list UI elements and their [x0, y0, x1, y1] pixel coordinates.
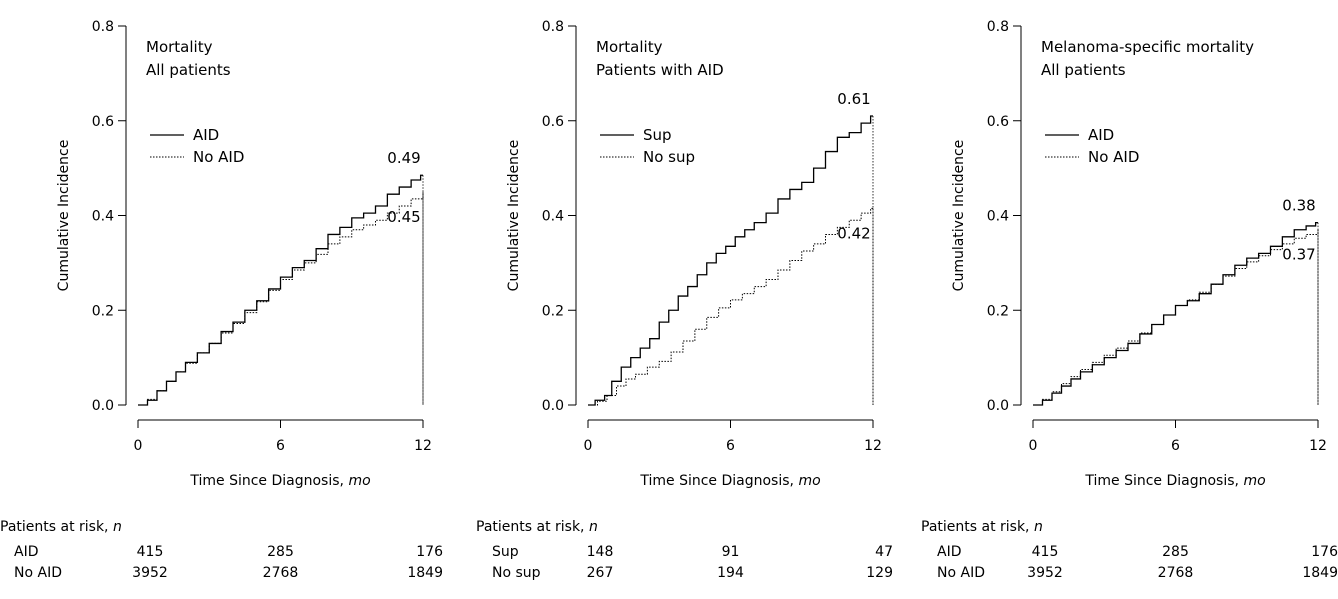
panel-title-line: All patients: [1041, 61, 1126, 79]
x-axis-label: Time Since Diagnosis, mo: [1084, 473, 1265, 489]
risk-table: Patients at risk, n Sup 148 91 47 No sup 267 19…: [476, 519, 893, 581]
risk-row-label: No sup: [492, 565, 541, 581]
risk-row-label: No AID: [937, 565, 985, 581]
y-tick-label: 0.8: [92, 19, 114, 35]
panel-title-line: Mortality: [596, 38, 663, 56]
y-axis-label: Cumulative Incidence: [951, 140, 967, 292]
end-value-label: 0.37: [1282, 246, 1315, 264]
y-tick-label: 0.0: [542, 398, 564, 414]
x-tick-label: 0: [1029, 438, 1038, 454]
risk-value: 285: [1162, 544, 1189, 560]
series-line-2: [1033, 229, 1319, 406]
y-axis-label: Cumulative Incidence: [506, 140, 522, 292]
series-line-1: [138, 174, 423, 406]
risk-value: 176: [1311, 544, 1338, 560]
risk-value: 285: [267, 544, 294, 560]
panel-title-line: Mortality: [146, 38, 213, 56]
end-value-label: 0.38: [1282, 197, 1315, 215]
risk-value: 194: [717, 565, 744, 581]
legend-label: Sup: [643, 126, 672, 144]
end-value-label: 0.42: [837, 224, 870, 242]
series-line-1: [588, 115, 873, 406]
series-line-2: [138, 191, 424, 406]
legend-label: AID: [193, 126, 219, 144]
panel-2: 0.0 0.2 0.4 0.6 0.8 0 6 12 Time Since Diagnosis,…: [476, 19, 893, 581]
y-tick-label: 0.4: [92, 209, 114, 225]
risk-value: 47: [875, 544, 893, 560]
risk-table-title: Patients at risk, n: [476, 519, 598, 535]
risk-row-label: No AID: [14, 565, 62, 581]
series-line-2: [588, 207, 873, 406]
series-line-1: [1033, 221, 1318, 406]
x-tick-label: 12: [864, 438, 882, 454]
x-tick-label: 12: [414, 438, 432, 454]
y-tick-label: 0.8: [987, 19, 1009, 35]
risk-table: Patients at risk, n AID 415 285 176 No AID 395…: [0, 519, 443, 581]
panel-title-line: Patients with AID: [596, 61, 724, 79]
risk-row-label: AID: [937, 544, 962, 560]
risk-value: 148: [587, 544, 614, 560]
risk-value: 91: [722, 544, 740, 560]
risk-value: 415: [137, 544, 164, 560]
risk-value: 129: [866, 565, 893, 581]
x-tick-label: 0: [134, 438, 143, 454]
panel-1: 0.0 0.2 0.4 0.6 0.8 0 6 12 Time Since Diagnosis,…: [0, 19, 443, 581]
y-tick-label: 0.6: [92, 114, 114, 130]
y-axis-label: Cumulative Incidence: [56, 140, 72, 292]
panel-title-line: All patients: [146, 61, 231, 79]
y-tick-label: 0.0: [92, 398, 114, 414]
risk-value: 3952: [1027, 565, 1063, 581]
risk-value: 2768: [263, 565, 299, 581]
risk-value: 267: [587, 565, 614, 581]
end-value-label: 0.49: [387, 149, 420, 167]
risk-value: 415: [1032, 544, 1059, 560]
y-tick-label: 0.2: [92, 303, 114, 319]
y-tick-label: 0.4: [987, 209, 1009, 225]
x-tick-label: 6: [276, 438, 285, 454]
x-tick-label: 6: [726, 438, 735, 454]
risk-value: 2768: [1158, 565, 1194, 581]
y-tick-label: 0.6: [987, 114, 1009, 130]
x-axis-label: Time Since Diagnosis, mo: [639, 473, 820, 489]
end-value-label: 0.45: [387, 208, 420, 226]
risk-table-title: Patients at risk, n: [0, 519, 122, 535]
risk-value: 1849: [407, 565, 443, 581]
risk-value: 176: [416, 544, 443, 560]
risk-row-label: Sup: [492, 544, 519, 560]
y-tick-label: 0.2: [542, 303, 564, 319]
legend-label: No sup: [643, 148, 695, 166]
panel-title-line: Melanoma-specific mortality: [1041, 38, 1254, 56]
y-tick-label: 0.6: [542, 114, 564, 130]
x-tick-label: 6: [1171, 438, 1180, 454]
end-value-label: 0.61: [837, 90, 870, 108]
y-tick-label: 0.2: [987, 303, 1009, 319]
panel-3: 0.0 0.2 0.4 0.6 0.8 0 6 12 Time Since Diagnosis,…: [921, 19, 1338, 581]
x-tick-label: 0: [584, 438, 593, 454]
y-tick-label: 0.0: [987, 398, 1009, 414]
legend-label: No AID: [193, 148, 244, 166]
risk-value: 3952: [132, 565, 168, 581]
x-axis-label: Time Since Diagnosis, mo: [189, 473, 370, 489]
legend-label: AID: [1088, 126, 1114, 144]
x-tick-label: 12: [1309, 438, 1327, 454]
risk-table: Patients at risk, n AID 415 285 176 No AID 395…: [921, 519, 1338, 581]
risk-value: 1849: [1302, 565, 1338, 581]
risk-row-label: AID: [14, 544, 39, 560]
risk-table-title: Patients at risk, n: [921, 519, 1043, 535]
y-tick-label: 0.4: [542, 209, 564, 225]
legend-label: No AID: [1088, 148, 1139, 166]
y-tick-label: 0.8: [542, 19, 564, 35]
